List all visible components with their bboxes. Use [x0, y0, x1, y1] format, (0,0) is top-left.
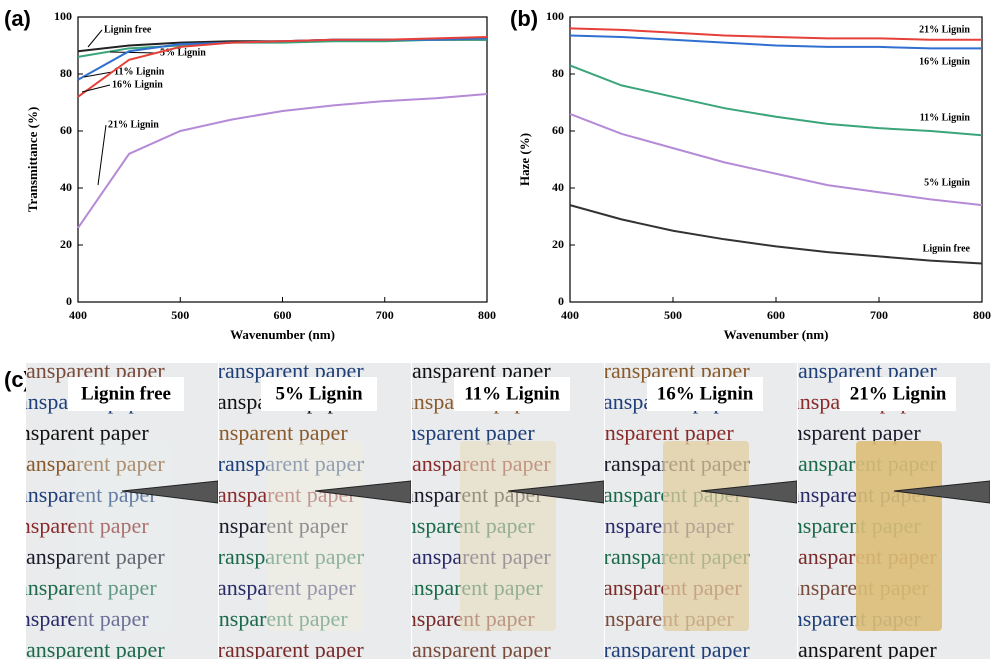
- y-tick-label: 20: [552, 237, 564, 251]
- background-text: Transparent paper: [6, 451, 165, 476]
- background-text: Transparent paper: [575, 420, 734, 445]
- tweezers: [893, 480, 990, 504]
- line-label: 5% Lignin: [924, 177, 970, 188]
- x-tick-label: 500: [664, 308, 682, 322]
- x-axis-title: Wavenumber (nm): [724, 327, 829, 342]
- film: [663, 441, 749, 631]
- x-tick-label: 500: [171, 308, 189, 322]
- data-line: [569, 112, 983, 207]
- background-text: Transparent paper: [392, 637, 551, 659]
- tweezers: [314, 480, 411, 504]
- arrow: [83, 71, 113, 78]
- background-text: Transparent paper: [762, 420, 921, 445]
- line-label: Lignin free: [923, 243, 971, 254]
- y-axis-title: Haze (%): [517, 133, 532, 186]
- data-line: [569, 64, 983, 137]
- photo: Transparent paper Transparent paper Transp…: [0, 363, 218, 659]
- line-label: 11% Lignin: [114, 66, 165, 77]
- label-box: [454, 377, 570, 411]
- x-tick-label: 800: [973, 308, 991, 322]
- arrow: [81, 84, 111, 93]
- line-label: 21% Lignin: [108, 119, 159, 130]
- y-tick-label: 40: [552, 180, 564, 194]
- film: [856, 441, 942, 631]
- background-text: Transparent paper: [0, 513, 149, 538]
- tweezers: [507, 480, 604, 504]
- panel-label: (b): [510, 6, 538, 31]
- line-label: 5% Lignin: [160, 47, 206, 58]
- sample-label: 21% Lignin: [850, 383, 947, 404]
- x-tick-label: 700: [376, 308, 394, 322]
- line-label: 21% Lignin: [919, 24, 970, 35]
- background-text: Transparent paper: [0, 606, 149, 631]
- sample-label: 11% Lignin: [464, 383, 560, 404]
- line-label: 16% Lignin: [112, 79, 163, 90]
- background-text: Transparent paper: [6, 544, 165, 569]
- data-line: [77, 35, 488, 98]
- label-box: [647, 377, 763, 411]
- background-text: Transparent paper: [205, 637, 364, 659]
- film: [267, 441, 363, 631]
- tweezers: [121, 480, 218, 504]
- x-tick-label: 700: [870, 308, 888, 322]
- data-line: [77, 92, 488, 229]
- x-tick-label: 600: [274, 308, 292, 322]
- sample-label: 5% Lignin: [275, 383, 363, 404]
- sample-label: Lignin free: [81, 383, 171, 404]
- x-tick-label: 800: [478, 308, 496, 322]
- background-text: Transparent paper: [189, 420, 348, 445]
- arrow: [97, 124, 107, 186]
- panel-label: (a): [4, 6, 31, 31]
- film: [74, 441, 170, 631]
- background-text: Transparent paper: [778, 637, 937, 659]
- line-label: 16% Lignin: [919, 56, 970, 67]
- label-box: [261, 377, 377, 411]
- y-tick-label: 20: [60, 237, 72, 251]
- data-line: [569, 34, 982, 50]
- label-box: [840, 377, 956, 411]
- background-text: Transparent paper: [0, 482, 157, 507]
- y-tick-label: 40: [60, 180, 72, 194]
- x-axis-title: Wavenumber (nm): [230, 327, 335, 342]
- background-text: Transparent paper: [376, 420, 535, 445]
- y-tick-label: 80: [60, 66, 72, 80]
- y-tick-label: 60: [60, 123, 72, 137]
- plot-frame: [77, 16, 488, 303]
- y-tick-label: 60: [552, 123, 564, 137]
- y-tick-label: 0: [66, 294, 72, 308]
- background-text: Transparent paper: [0, 575, 157, 600]
- x-tick-label: 600: [767, 308, 785, 322]
- arrow: [87, 29, 103, 48]
- background-text: Transparent paper: [6, 637, 165, 659]
- line-label: Lignin free: [104, 24, 152, 35]
- x-tick-label: 400: [69, 308, 87, 322]
- data-line: [569, 27, 982, 41]
- background-text: Transparent paper: [591, 637, 750, 659]
- data-line: [569, 204, 983, 265]
- line-label: 11% Lignin: [920, 112, 971, 123]
- y-tick-label: 100: [54, 9, 72, 23]
- y-tick-label: 80: [552, 66, 564, 80]
- y-tick-label: 100: [546, 9, 564, 23]
- y-axis-title: Transmittance (%): [25, 107, 40, 213]
- film: [460, 441, 556, 631]
- photo-bg: [26, 363, 218, 659]
- y-tick-label: 0: [558, 294, 564, 308]
- tweezers: [700, 480, 797, 504]
- arrow: [109, 51, 159, 54]
- background-text: Transparent paper: [0, 420, 149, 445]
- sample-label: 16% Lignin: [657, 383, 754, 404]
- data-line: [77, 38, 487, 58]
- x-tick-label: 400: [561, 308, 579, 322]
- label-box: [68, 377, 184, 411]
